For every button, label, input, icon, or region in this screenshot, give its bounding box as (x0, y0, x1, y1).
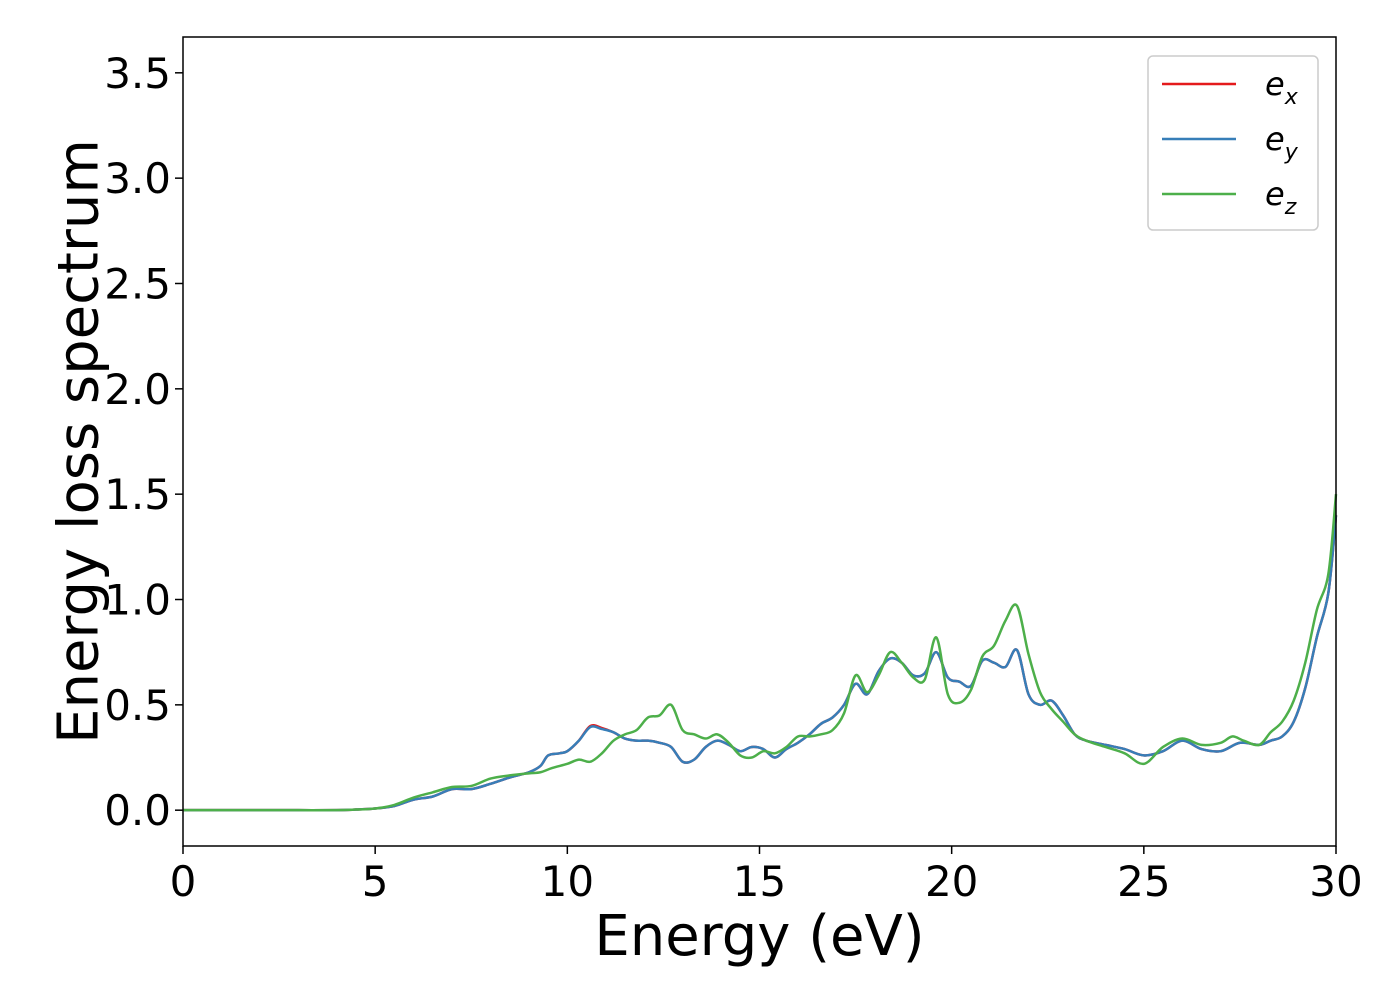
y-axis-title: Energy loss spectrum (47, 139, 112, 744)
y-tick-label: 0.0 (104, 786, 171, 835)
x-tick-label: 5 (362, 857, 389, 906)
x-tick-label: 20 (925, 857, 978, 906)
x-tick-label: 30 (1309, 857, 1362, 906)
series-layer (183, 494, 1338, 812)
x-tick-label: 10 (541, 857, 594, 906)
y-tick-label: 2.0 (104, 365, 171, 414)
y-tick-label: 0.5 (104, 681, 171, 730)
y-tick-label: 3.0 (104, 154, 171, 203)
series-line-e-z (183, 494, 1338, 812)
y-tick-label: 1.0 (104, 576, 171, 625)
legend-box (1147, 55, 1319, 231)
x-tick-label: 25 (1117, 857, 1170, 906)
series-line-e-y (183, 515, 1338, 812)
y-tick-label: 1.5 (104, 470, 171, 519)
y-axis: 0.0 0.5 1.0 1.5 2.0 2.5 3.0 3.5 (104, 49, 183, 835)
x-axis-title: Energy (eV) (594, 904, 924, 969)
legend-label-e-x: ex (1265, 65, 1299, 110)
series-line-e-x (183, 515, 1338, 812)
y-tick-label: 2.5 (104, 259, 171, 308)
legend-label-e-y: ey (1265, 120, 1299, 165)
legend-label-e-z: ez (1265, 175, 1297, 220)
x-tick-label: 15 (733, 857, 786, 906)
y-tick-label: 3.5 (104, 49, 171, 98)
legend: ex ey ez (1147, 55, 1319, 231)
x-axis: 0 5 10 15 20 25 30 (170, 846, 1363, 906)
x-tick-label: 0 (170, 857, 197, 906)
